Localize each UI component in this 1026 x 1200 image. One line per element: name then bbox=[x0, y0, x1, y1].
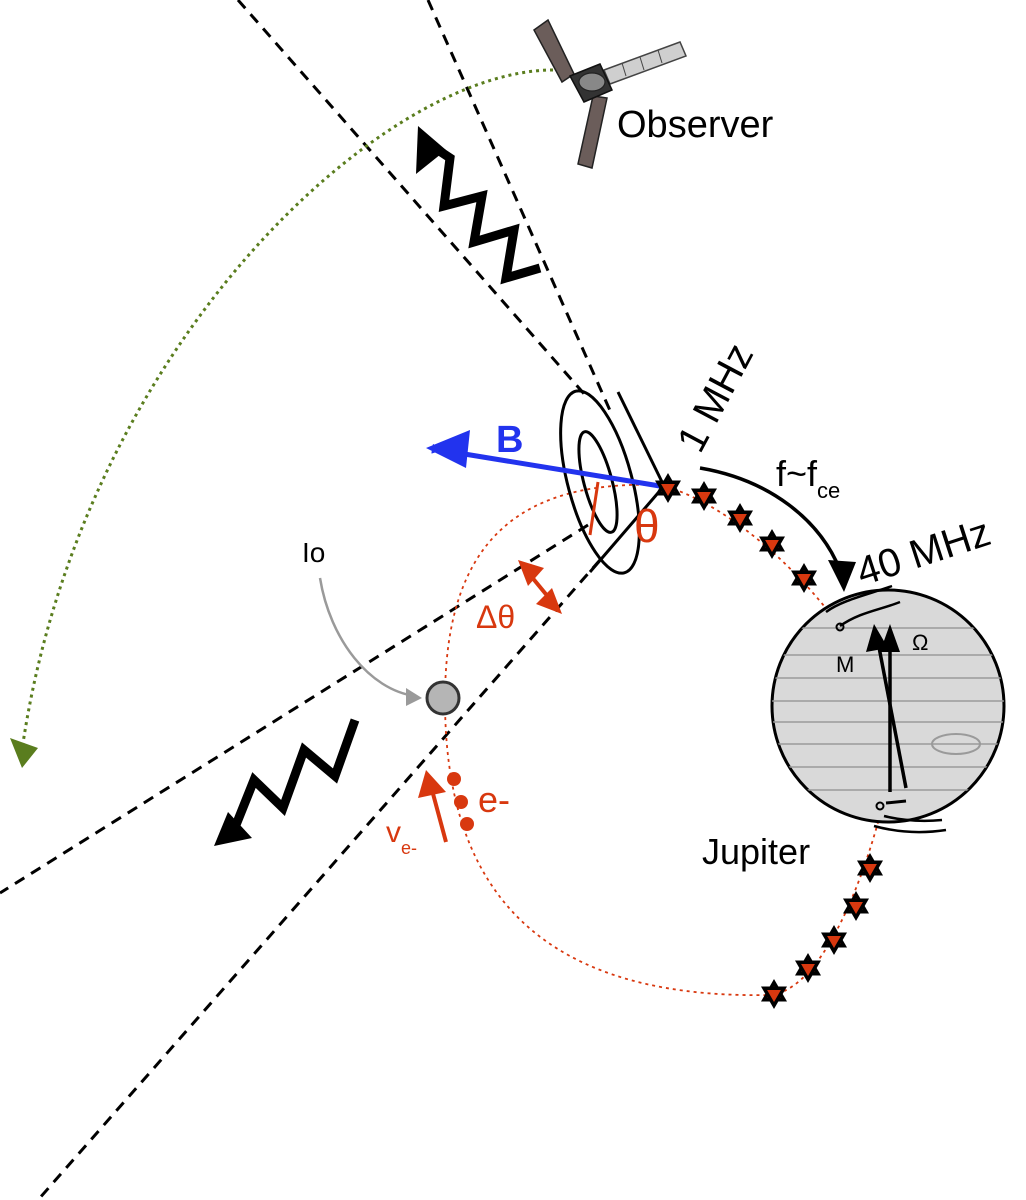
delta-theta-label: Δθ bbox=[476, 599, 515, 635]
inner-cone-line-lower bbox=[36, 559, 602, 1200]
emission-star-icon bbox=[655, 473, 681, 503]
trajectory-arrowhead bbox=[10, 738, 38, 768]
frequency-arrow bbox=[699, 466, 842, 571]
freq-low-label: 1 MHz bbox=[669, 337, 762, 460]
io-label: Io bbox=[302, 537, 325, 568]
observer-label: Observer bbox=[617, 104, 774, 146]
emission-cone-lines bbox=[0, 0, 614, 1200]
emission-star-icon bbox=[857, 853, 883, 883]
great-red-spot bbox=[931, 733, 981, 755]
emission-star-icon bbox=[691, 481, 717, 511]
radio-wave-icon bbox=[416, 126, 542, 285]
upper-wave-squiggle bbox=[423, 138, 542, 285]
emission-star-icon bbox=[821, 925, 847, 955]
flux-tube-upper-segment bbox=[659, 484, 836, 621]
cone-axis-red bbox=[588, 481, 600, 536]
io-flux-tube bbox=[444, 483, 881, 996]
io-pointer-arrow bbox=[318, 577, 416, 698]
radio-wave-icon bbox=[214, 718, 360, 846]
rotation-axis-label: Ω bbox=[912, 630, 928, 655]
io-moon-icon bbox=[425, 680, 461, 716]
juno-spacecraft-icon bbox=[533, 18, 688, 169]
magnetic-axis-label: M bbox=[836, 652, 854, 677]
emission-star-icon bbox=[727, 503, 753, 533]
emission-star-icon bbox=[761, 979, 787, 1009]
outer-cone-line-lower bbox=[0, 523, 589, 895]
magnetic-axis bbox=[876, 641, 908, 789]
jupiter-planet-icon bbox=[770, 584, 1006, 834]
b-field-arrowhead bbox=[426, 430, 470, 468]
theta-label: θ bbox=[634, 500, 660, 552]
electron-label: e- bbox=[478, 779, 510, 820]
jupiter-label: Jupiter bbox=[702, 831, 810, 872]
electron-velocity-arrow bbox=[430, 789, 448, 843]
b-field-label: B bbox=[496, 419, 523, 461]
emission-star-icon bbox=[795, 953, 821, 983]
emission-star-icon bbox=[759, 529, 785, 559]
outer-cone-line-upper bbox=[236, 0, 588, 397]
emission-cone bbox=[559, 389, 666, 575]
emission-sources bbox=[655, 473, 883, 1009]
freq-relation-label: f~fce bbox=[776, 453, 840, 503]
observer-trajectory bbox=[20, 68, 554, 751]
emission-star-icon bbox=[791, 563, 817, 593]
emission-star-icon bbox=[843, 891, 869, 921]
b-field-arrow bbox=[431, 443, 667, 490]
electron-cluster bbox=[447, 772, 474, 831]
freq-high-label: 40 MHz bbox=[851, 510, 996, 594]
electron-velocity-label: ve- bbox=[386, 816, 417, 858]
lower-wave-squiggle bbox=[229, 718, 360, 832]
